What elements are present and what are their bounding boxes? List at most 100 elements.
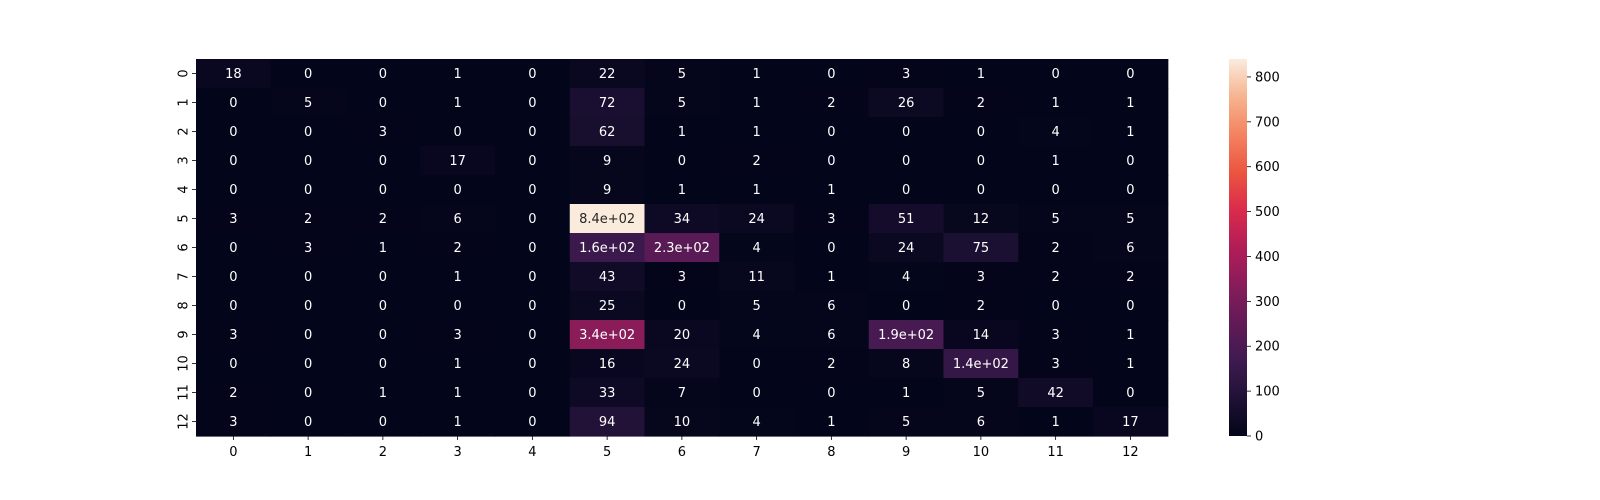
heatmap-cell: [420, 175, 496, 205]
colorbar-tick-label: 100: [1255, 385, 1280, 400]
heatmap-cell: [495, 204, 571, 234]
colorbar-tick-label: 700: [1255, 115, 1280, 130]
cell-annotation: 1: [453, 357, 461, 372]
cell-annotation: 0: [827, 386, 835, 401]
heatmap-cell: [196, 88, 272, 118]
heatmap-cell: [868, 204, 945, 234]
heatmap-cell: [943, 117, 1019, 147]
heatmap-cell: [1093, 233, 1169, 263]
y-tick-label: 11: [177, 384, 192, 401]
heatmap-cell: [1018, 88, 1094, 118]
cell-annotation: 0: [379, 299, 387, 314]
cell-annotation: 0: [229, 270, 237, 285]
heatmap-cell: [644, 320, 720, 350]
heatmap-cell: [420, 349, 496, 379]
cell-annotation: 1: [752, 183, 760, 198]
y-tick-label: 4: [177, 185, 192, 193]
cell-annotation: 3: [229, 415, 237, 430]
heatmap-cell: [495, 291, 571, 321]
cell-annotation: 3: [1051, 328, 1059, 343]
heatmap-cell: [943, 59, 1019, 89]
heatmap-cell: [345, 320, 421, 350]
x-tick-label: 3: [453, 445, 461, 460]
cell-annotation: 6: [827, 328, 835, 343]
heatmap-cell: [943, 88, 1019, 118]
heatmap-cell: [345, 233, 421, 263]
cell-annotation: 1: [977, 67, 985, 82]
heatmap-cell: [196, 291, 272, 321]
cell-annotation: 0: [827, 241, 835, 256]
colorbar-tick-label: 500: [1255, 205, 1280, 220]
y-tick-label: 7: [177, 272, 192, 280]
heatmap-cell: [1093, 262, 1169, 292]
heatmap-cell: [868, 407, 945, 437]
heatmap-cell: [943, 204, 1019, 234]
heatmap-cell: [345, 204, 421, 234]
cell-annotation: 0: [379, 183, 387, 198]
heatmap-cell: [569, 320, 646, 350]
heatmap-cell: [943, 262, 1019, 292]
heatmap-cell: [644, 204, 720, 234]
heatmap-cell: [569, 407, 646, 437]
cell-annotation: 26: [898, 96, 915, 111]
cell-annotation: 4: [902, 270, 910, 285]
heatmap-cell: [495, 407, 571, 437]
cell-annotation: 3: [977, 270, 985, 285]
heatmap-cell: [794, 291, 870, 321]
cell-annotation: 0: [977, 125, 985, 140]
heatmap-cell: [719, 233, 795, 263]
cell-annotation: 0: [379, 357, 387, 372]
heatmap-cell: [495, 146, 571, 176]
cell-annotation: 0: [379, 154, 387, 169]
heatmap-cell: [196, 233, 272, 263]
cell-annotation: 0: [528, 96, 536, 111]
heatmap-cell: [1093, 204, 1169, 234]
heatmap-cell: [644, 407, 720, 437]
heatmap-cell: [420, 291, 496, 321]
cell-annotation: 1.6e+02: [579, 241, 635, 256]
heatmap-cell: [868, 262, 945, 292]
heatmap-cell: [868, 233, 945, 263]
heatmap-cell: [644, 175, 720, 205]
heatmap-cell: [1018, 117, 1094, 147]
cell-annotation: 2: [752, 154, 760, 169]
cell-annotation: 0: [229, 96, 237, 111]
heatmap-cell: [270, 407, 347, 437]
x-tick-label: 10: [973, 445, 990, 460]
heatmap-cell: [1093, 349, 1169, 379]
heatmap-cell: [644, 146, 720, 176]
cell-annotation: 0: [528, 415, 536, 430]
heatmap-cell: [644, 117, 720, 147]
cell-annotation: 1: [1051, 154, 1059, 169]
cell-annotation: 2: [977, 299, 985, 314]
heatmap-cell: [1093, 88, 1169, 118]
heatmap-cell: [270, 349, 347, 379]
cell-annotation: 3: [229, 212, 237, 227]
cell-annotation: 0: [1126, 67, 1134, 82]
x-tick-label: 4: [528, 445, 536, 460]
heatmap-cell: [943, 175, 1019, 205]
heatmap-cell: [569, 59, 646, 89]
heatmap-cell: [719, 320, 795, 350]
cell-annotation: 75: [973, 241, 990, 256]
heatmap-cell: [868, 378, 945, 408]
heatmap-cell: [719, 59, 795, 89]
cell-annotation: 1: [827, 270, 835, 285]
heatmap-cell: [196, 378, 272, 408]
heatmap-cell: [719, 349, 795, 379]
cell-annotation: 24: [898, 241, 915, 256]
heatmap-cell: [569, 146, 646, 176]
x-tick-label: 6: [678, 445, 686, 460]
x-tick-label: 11: [1047, 445, 1064, 460]
heatmap-cell: [1018, 291, 1094, 321]
x-tick-label: 1: [304, 445, 312, 460]
heatmap-cell: [1093, 320, 1169, 350]
cell-annotation: 2: [304, 212, 312, 227]
cell-annotation: 5: [902, 415, 910, 430]
heatmap-cell: [794, 117, 870, 147]
heatmap-cell: [868, 117, 945, 147]
heatmap-cell: [270, 59, 347, 89]
cell-annotation: 0: [1051, 67, 1059, 82]
cell-annotation: 1: [379, 386, 387, 401]
